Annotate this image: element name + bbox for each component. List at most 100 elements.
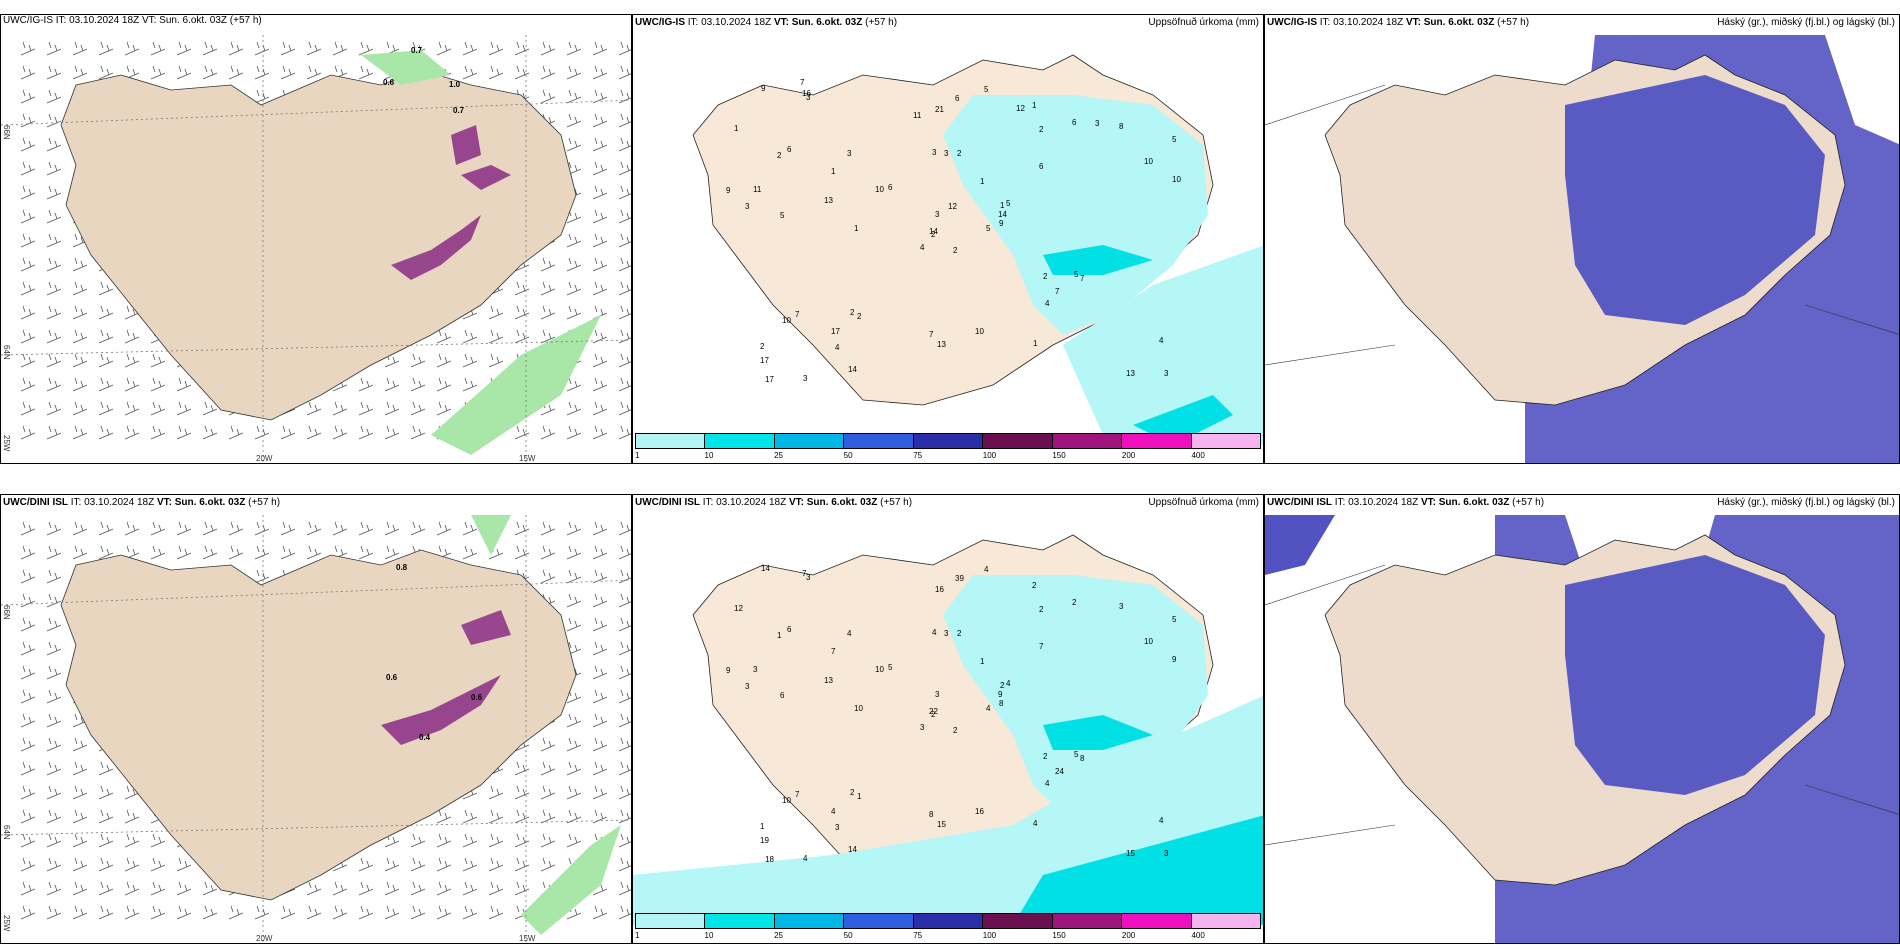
lon-label: 20W — [256, 454, 273, 463]
lon-label: 20W — [256, 934, 273, 943]
wind-barb — [592, 785, 608, 800]
wind-barb — [540, 785, 556, 800]
colorbar-tick: 150 — [1052, 931, 1066, 940]
precip-value: 10 — [782, 796, 791, 805]
precip-value: 4 — [984, 565, 989, 574]
wind-barb — [46, 809, 62, 824]
wind-barb — [618, 569, 631, 584]
wind-barb — [540, 737, 556, 752]
wind-barb — [20, 305, 36, 320]
wind-barb — [98, 377, 114, 392]
precip-value: 1 — [777, 631, 782, 640]
wind-barb — [124, 329, 140, 344]
wind-barb — [410, 881, 426, 896]
wind-barb — [358, 521, 374, 536]
wind-barb — [254, 545, 270, 560]
wind-barb — [618, 41, 631, 56]
wind-barb — [332, 41, 348, 56]
wind-barb — [46, 569, 62, 584]
wind-barb — [306, 401, 322, 416]
wind-barb — [592, 905, 608, 920]
precip-value: 4 — [932, 628, 937, 637]
colorbar-swatch — [844, 914, 914, 928]
lon-label: 15W — [519, 934, 536, 943]
precip-value: 14 — [848, 365, 857, 374]
precip-value: 8 — [1080, 754, 1085, 763]
wind-barb — [20, 593, 36, 608]
colorbar-swatch — [913, 434, 984, 448]
precip-value: 2 — [1000, 681, 1005, 690]
wind-barb — [618, 401, 631, 416]
wind-barb — [540, 65, 556, 80]
precip-value: 17 — [765, 375, 774, 384]
wind-barb — [618, 641, 631, 656]
wind-barb — [592, 593, 608, 608]
precip-value: 2 — [957, 149, 962, 158]
precip-value: 4 — [831, 807, 836, 816]
wind-barb — [592, 89, 608, 104]
wind-barb — [514, 305, 530, 320]
wind-barb — [124, 521, 140, 536]
wind-barb — [72, 833, 88, 848]
wind-header: UWC/IG-IS IT: 03.10.2024 18Z VT: Sun. 6.… — [3, 15, 262, 26]
colorbar-swatch — [844, 434, 914, 448]
precip-value: 3 — [932, 148, 937, 157]
wind-barb — [566, 257, 582, 272]
wind-barb — [540, 569, 556, 584]
wind-barb — [592, 233, 608, 248]
wind-barb — [46, 329, 62, 344]
wind-barb — [98, 833, 114, 848]
precip-value: 2 — [1039, 605, 1044, 614]
precip-value: 3 — [1164, 849, 1169, 858]
precip-value: 3 — [745, 202, 750, 211]
wind-barb — [462, 353, 478, 368]
precip-value: 24 — [1055, 767, 1064, 776]
iceland-land — [60, 549, 577, 901]
precip-value: 2 — [1032, 581, 1037, 590]
colorbar-tick: 50 — [843, 451, 853, 460]
wind-barb — [540, 545, 556, 560]
wind-barb — [514, 281, 530, 296]
wind-barb — [618, 665, 631, 680]
wind-barb — [566, 41, 582, 56]
wind-barb — [566, 713, 582, 728]
wind-barb — [150, 857, 166, 872]
wind-barb — [540, 521, 556, 536]
precip-value: 12 — [1016, 104, 1025, 113]
wind-barb — [436, 809, 452, 824]
wind-barb — [592, 305, 608, 320]
wind-barb — [436, 833, 452, 848]
wind-barb — [202, 65, 218, 80]
wind-barb — [20, 233, 36, 248]
precip-value: 9 — [1172, 655, 1177, 664]
wind-barb — [436, 377, 452, 392]
wind-barb — [46, 401, 62, 416]
colorbar-tick: 75 — [913, 931, 923, 940]
wind-barb — [20, 401, 36, 416]
cloud-map-row1 — [1265, 35, 1899, 463]
wind-barb — [358, 401, 374, 416]
precip-value: 17 — [831, 327, 840, 336]
wind-barb — [436, 905, 452, 920]
wind-barb — [514, 521, 530, 536]
precip-value: 5 — [1172, 615, 1177, 624]
wind-barb — [20, 65, 36, 80]
precip-panel-row1: 2 2 2 2 1 2 1 2 2 5 3 3 5 5 4 6 3 3 1 7 6 17 4 3 5 7 6 21 3 2 10 14 7 3 3 6… — [632, 14, 1264, 464]
wind-barb — [98, 857, 114, 872]
wind-barb — [20, 641, 36, 656]
precip-value: 5 — [1074, 270, 1079, 279]
wind-barb — [618, 185, 631, 200]
wind-barb — [618, 353, 631, 368]
wind-barb — [592, 65, 608, 80]
colorbar-swatch — [983, 434, 1053, 448]
precip-value: 7 — [800, 78, 805, 87]
precip-header-row2: UWC/DINI ISL IT: 03.10.2024 18Z VT: Sun.… — [635, 497, 1259, 508]
wind-barb — [332, 881, 348, 896]
precip-value: 7 — [795, 790, 800, 799]
wind-barb — [124, 353, 140, 368]
precip-value: 2 — [953, 246, 958, 255]
cloud-header-row2: UWC/DINI ISL IT: 03.10.2024 18Z VT: Sun.… — [1267, 497, 1895, 508]
wind-barb — [98, 785, 114, 800]
precip-value: 5 — [888, 663, 893, 672]
colorbar-tick: 1 — [635, 931, 640, 940]
